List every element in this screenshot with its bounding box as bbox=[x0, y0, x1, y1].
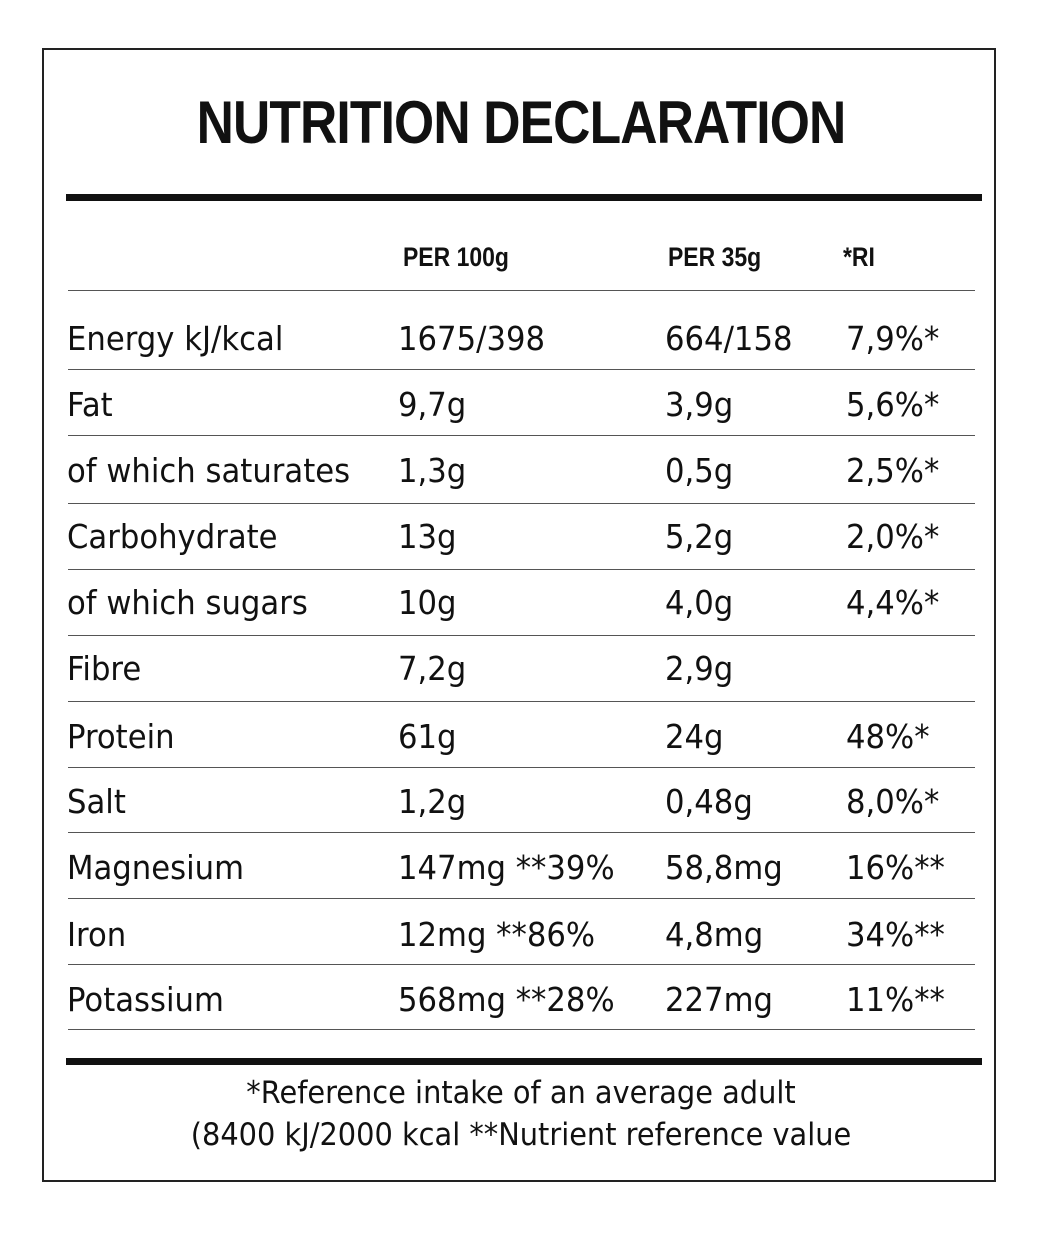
value-per-35g: 3,9g bbox=[665, 385, 734, 424]
value-per-100g: 7,2g bbox=[398, 649, 467, 688]
header-per-35g: PER 35g bbox=[668, 242, 762, 272]
value-ri: 34%** bbox=[846, 915, 945, 954]
nutrient-name: Salt bbox=[67, 782, 126, 821]
value-ri: 8,0%* bbox=[846, 782, 940, 821]
value-per-100g: 10g bbox=[398, 583, 457, 622]
value-per-100g: 61g bbox=[398, 717, 457, 756]
table-row: of which sugars 10g 4,0g 4,4%* bbox=[0, 569, 1042, 634]
row-divider bbox=[68, 898, 975, 899]
value-per-35g: 4,0g bbox=[665, 583, 734, 622]
value-per-100g: 147mg **39% bbox=[398, 848, 615, 887]
nutrient-name: Potassium bbox=[67, 980, 224, 1019]
header-divider bbox=[68, 290, 975, 291]
nutrient-name: Energy kJ/kcal bbox=[67, 319, 284, 358]
header-ri: *RI bbox=[843, 242, 875, 272]
footnote-reference-intake: *Reference intake of an average adult bbox=[246, 1075, 796, 1111]
row-divider bbox=[68, 1029, 975, 1030]
nutrient-name: Iron bbox=[67, 915, 127, 954]
value-per-35g: 2,9g bbox=[665, 649, 734, 688]
nutrient-name: Carbohydrate bbox=[67, 517, 278, 556]
row-divider bbox=[68, 832, 975, 833]
table-row: Salt 1,2g 0,48g 8,0%* bbox=[0, 768, 1042, 833]
value-per-35g: 227mg bbox=[665, 980, 773, 1019]
value-per-35g: 0,48g bbox=[665, 782, 753, 821]
value-ri: 16%** bbox=[846, 848, 945, 887]
value-ri: 2,5%* bbox=[846, 451, 940, 490]
value-ri: 5,6%* bbox=[846, 385, 940, 424]
value-per-35g: 58,8mg bbox=[665, 848, 783, 887]
header-per-100g: PER 100g bbox=[403, 242, 509, 272]
value-per-35g: 4,8mg bbox=[665, 915, 764, 954]
value-ri: 2,0%* bbox=[846, 517, 940, 556]
row-divider bbox=[68, 369, 975, 370]
bottom-thick-divider bbox=[66, 1058, 982, 1065]
value-ri: 4,4%* bbox=[846, 583, 940, 622]
value-ri: 11%** bbox=[846, 980, 945, 1019]
table-row: Carbohydrate 13g 5,2g 2,0%* bbox=[0, 503, 1042, 568]
value-per-100g: 1675/398 bbox=[398, 319, 546, 358]
footnote-nutrient-reference: (8400 kJ/2000 kcal **Nutrient reference … bbox=[190, 1117, 852, 1153]
table-row: of which saturates 1,3g 0,5g 2,5%* bbox=[0, 437, 1042, 502]
table-row: Potassium 568mg **28% 227mg 11%** bbox=[0, 966, 1042, 1031]
value-per-100g: 1,3g bbox=[398, 451, 467, 490]
row-divider bbox=[68, 701, 975, 702]
value-ri: 7,9%* bbox=[846, 319, 940, 358]
label-frame bbox=[42, 48, 996, 1182]
page-title: NUTRITION DECLARATION bbox=[196, 89, 847, 156]
top-thick-divider bbox=[66, 194, 982, 201]
value-per-35g: 5,2g bbox=[665, 517, 734, 556]
nutrient-name: Protein bbox=[67, 717, 175, 756]
row-divider bbox=[68, 503, 975, 504]
row-divider bbox=[68, 569, 975, 570]
table-row: Fibre 7,2g 2,9g bbox=[0, 635, 1042, 700]
table-row: Energy kJ/kcal 1675/398 664/158 7,9%* bbox=[0, 305, 1042, 370]
row-divider bbox=[68, 435, 975, 436]
value-per-35g: 664/158 bbox=[665, 319, 793, 358]
nutrient-name: Fat bbox=[67, 385, 113, 424]
nutrient-name: Fibre bbox=[67, 649, 142, 688]
value-per-100g: 568mg **28% bbox=[398, 980, 615, 1019]
column-header-row: PER 100g PER 35g *RI bbox=[0, 236, 1042, 286]
table-row: Iron 12mg **86% 4,8mg 34%** bbox=[0, 901, 1042, 966]
value-ri: 48%* bbox=[846, 717, 930, 756]
table-row: Fat 9,7g 3,9g 5,6%* bbox=[0, 371, 1042, 436]
table-row: Magnesium 147mg **39% 58,8mg 16%** bbox=[0, 834, 1042, 899]
row-divider bbox=[68, 964, 975, 965]
value-per-100g: 12mg **86% bbox=[398, 915, 596, 954]
value-per-35g: 0,5g bbox=[665, 451, 734, 490]
nutrient-name: of which sugars bbox=[67, 583, 308, 622]
value-per-100g: 13g bbox=[398, 517, 457, 556]
nutrient-name: Magnesium bbox=[67, 848, 244, 887]
value-per-100g: 9,7g bbox=[398, 385, 467, 424]
value-per-35g: 24g bbox=[665, 717, 724, 756]
row-divider bbox=[68, 767, 975, 768]
row-divider bbox=[68, 635, 975, 636]
nutrient-name: of which saturates bbox=[67, 451, 351, 490]
value-per-100g: 1,2g bbox=[398, 782, 467, 821]
table-row: Protein 61g 24g 48%* bbox=[0, 703, 1042, 768]
